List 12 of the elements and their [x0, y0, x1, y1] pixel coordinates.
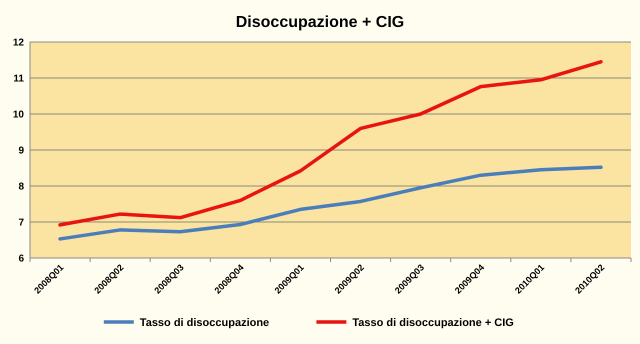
y-tick-label: 11: [13, 74, 24, 84]
y-tick-label: 6: [18, 254, 24, 264]
y-tick-label: 7: [18, 218, 24, 228]
legend-label: Tasso di disoccupazione + CIG: [352, 317, 514, 329]
legend-label: Tasso di disoccupazione: [140, 317, 270, 329]
line-series: [58, 166, 603, 241]
y-tick-label: 8: [18, 182, 24, 192]
line-series: [58, 60, 603, 227]
chart-title: Disoccupazione + CIG: [236, 14, 404, 31]
y-tick-label: 12: [12, 38, 24, 48]
y-tick-label: 10: [12, 110, 24, 120]
y-tick-label: 9: [18, 146, 24, 156]
